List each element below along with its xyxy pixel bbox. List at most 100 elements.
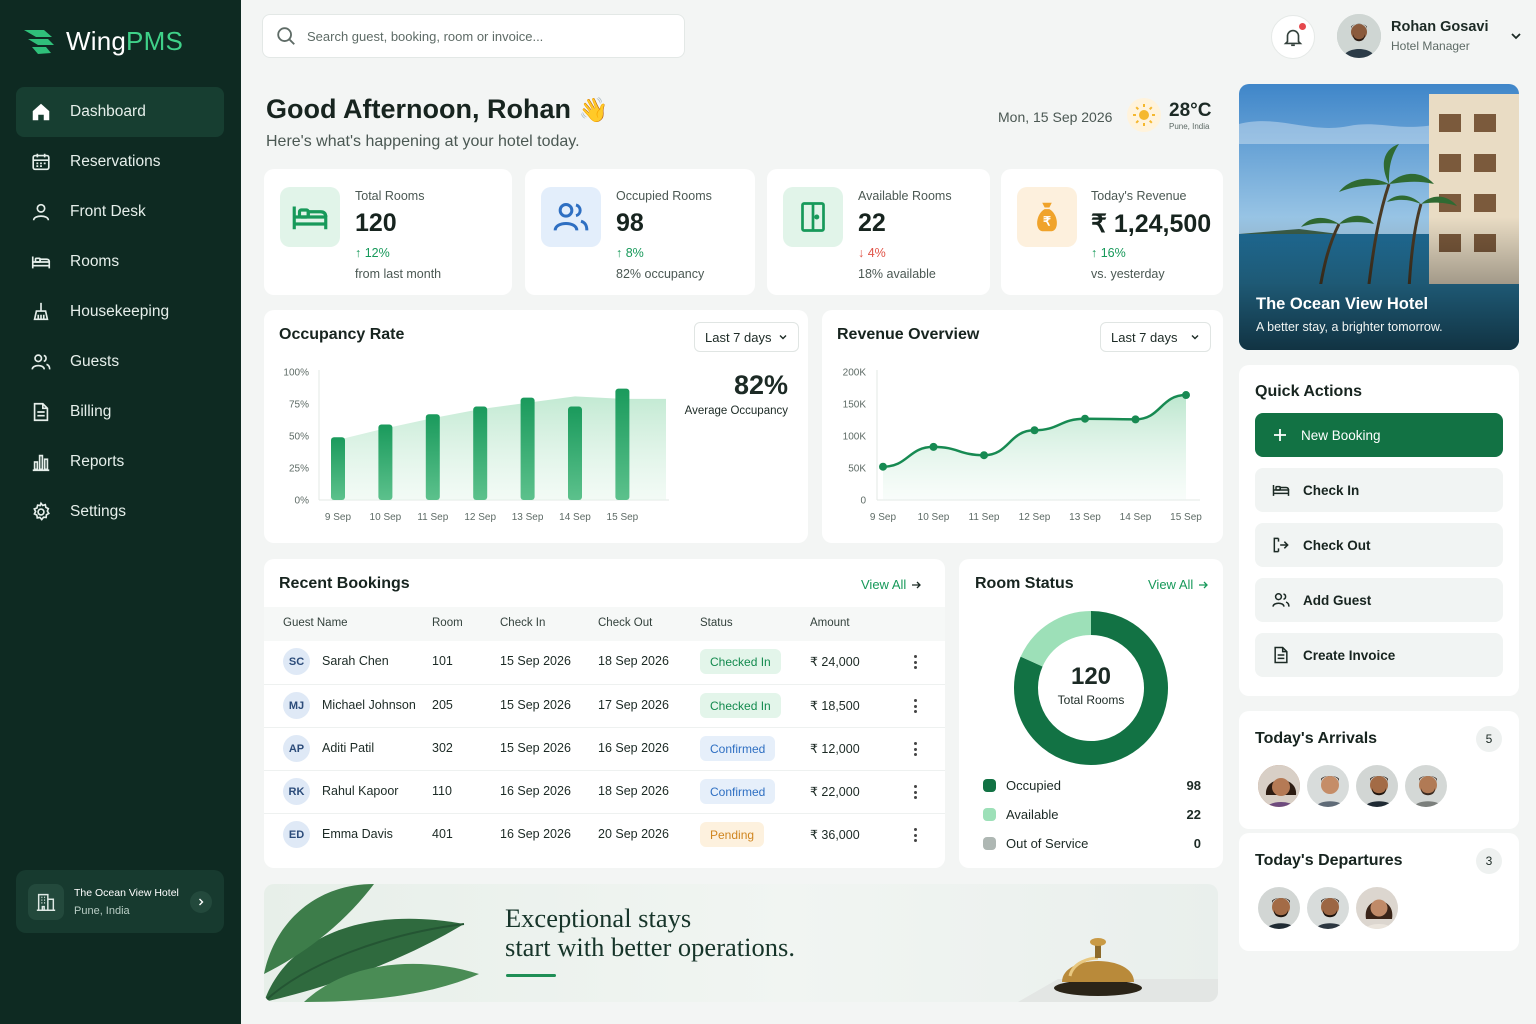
door-icon bbox=[783, 187, 843, 247]
check-out-button[interactable]: Check Out bbox=[1255, 523, 1503, 567]
banner-line-2: start with better operations. bbox=[505, 932, 795, 962]
sidebar-item-settings[interactable]: Settings bbox=[16, 487, 224, 537]
guest-initials: SC bbox=[283, 648, 310, 675]
stat-subtext: 18% available bbox=[858, 267, 936, 281]
sidebar-item-label: Housekeeping bbox=[70, 303, 170, 320]
document-icon bbox=[33, 402, 49, 422]
check-in-button[interactable]: Check In bbox=[1255, 468, 1503, 512]
sidebar-item-billing[interactable]: Billing bbox=[16, 387, 224, 437]
arrow-right-icon bbox=[912, 581, 922, 588]
weather-location: Pune, India bbox=[1169, 121, 1210, 131]
guest-name: Michael Johnson bbox=[322, 698, 416, 712]
more-options-icon[interactable] bbox=[909, 652, 921, 672]
check-in-date: 15 Sep 2026 bbox=[500, 741, 571, 755]
occupancy-title: Occupancy Rate bbox=[279, 326, 405, 343]
svg-text:₹: ₹ bbox=[1043, 215, 1052, 229]
revenue-range-dropdown[interactable]: Last 7 days bbox=[1100, 322, 1211, 352]
room-status-title: Room Status bbox=[975, 575, 1074, 592]
more-options-icon[interactable] bbox=[909, 825, 921, 845]
column-header: Status bbox=[700, 617, 733, 629]
average-occupancy-value: 82% bbox=[733, 370, 788, 400]
search-input[interactable] bbox=[307, 28, 667, 44]
more-options-icon[interactable] bbox=[909, 739, 921, 759]
sidebar-item-reservations[interactable]: Reservations bbox=[16, 137, 224, 187]
y-tick-label: 100K bbox=[843, 432, 867, 443]
sidebar-item-front-desk[interactable]: Front Desk bbox=[16, 187, 224, 237]
banner-text: Exceptional stays start with better oper… bbox=[505, 904, 795, 962]
y-tick-label: 50K bbox=[848, 464, 866, 475]
plus-icon bbox=[1274, 429, 1286, 441]
banner-line-1: Exceptional stays bbox=[505, 903, 692, 933]
sidebar-nav: Dashboard Reservations Front Desk Rooms … bbox=[16, 87, 224, 537]
y-tick-label: 200K bbox=[843, 368, 867, 379]
logo[interactable]: WingPMS bbox=[22, 26, 183, 57]
user-name: Rohan Gosavi bbox=[1391, 19, 1489, 35]
x-tick-label: 10 Sep bbox=[918, 512, 950, 523]
legend-value: 98 bbox=[1186, 778, 1201, 793]
guest-avatar[interactable] bbox=[1256, 763, 1302, 809]
hero-title: The Ocean View Hotel bbox=[1256, 295, 1429, 313]
occupancy-range-dropdown[interactable]: Last 7 days bbox=[694, 322, 799, 352]
user-menu[interactable]: Rohan Gosavi Hotel Manager bbox=[1337, 14, 1523, 58]
guest-avatar[interactable] bbox=[1354, 763, 1400, 809]
hotel-name: The Ocean View Hotel bbox=[74, 886, 179, 899]
check-in-date: 16 Sep 2026 bbox=[500, 827, 571, 841]
sidebar-item-reports[interactable]: Reports bbox=[16, 437, 224, 487]
search-icon bbox=[277, 27, 295, 45]
search-bar[interactable] bbox=[262, 14, 685, 58]
create-invoice-button[interactable]: Create Invoice bbox=[1255, 633, 1503, 677]
more-options-icon[interactable] bbox=[909, 696, 921, 716]
wave-emoji: 👋 bbox=[578, 97, 609, 124]
view-all-rooms-link[interactable]: View All bbox=[1148, 577, 1209, 592]
guest-avatar[interactable] bbox=[1256, 885, 1302, 931]
new-booking-button[interactable]: New Booking bbox=[1255, 413, 1503, 457]
stat-subtext: 82% occupancy bbox=[616, 267, 705, 281]
room-status-panel: Room Status View All 120 Total Rooms bbox=[959, 559, 1223, 868]
hotel-switcher[interactable]: The Ocean View Hotel Pune, India bbox=[16, 870, 224, 933]
revenue-point bbox=[1131, 415, 1140, 424]
departures-count: 3 bbox=[1476, 848, 1502, 874]
stat-card-occupied-rooms: Occupied Rooms 98 ↑ 8% 82% occupancy bbox=[525, 169, 755, 295]
y-tick-label: 25% bbox=[289, 464, 309, 475]
sidebar-item-housekeeping[interactable]: Housekeeping bbox=[16, 287, 224, 337]
y-tick-label: 150K bbox=[843, 400, 867, 411]
room-number: 302 bbox=[432, 741, 453, 755]
view-all-bookings-link[interactable]: View All bbox=[861, 577, 922, 592]
guest-avatar[interactable] bbox=[1305, 763, 1351, 809]
revenue-panel: Revenue Overview Last 7 days 0 50K 100K 150… bbox=[822, 310, 1223, 543]
guest-avatar[interactable] bbox=[1354, 885, 1400, 931]
guest-avatar[interactable] bbox=[1305, 885, 1351, 931]
legend-swatch bbox=[983, 837, 996, 850]
revenue-point bbox=[1182, 391, 1190, 400]
sidebar-item-label: Guests bbox=[70, 353, 120, 370]
check-out-date: 17 Sep 2026 bbox=[598, 698, 669, 712]
guest-avatar[interactable] bbox=[1403, 763, 1449, 809]
sidebar-item-rooms[interactable]: Rooms bbox=[16, 237, 224, 287]
x-tick-label: 11 Sep bbox=[969, 512, 1000, 523]
occupancy-summary: 82% Average Occupancy bbox=[685, 370, 788, 417]
gear-icon bbox=[33, 501, 50, 521]
add-guest-button[interactable]: Add Guest bbox=[1255, 578, 1503, 622]
table-row[interactable]: SC Sarah Chen 101 15 Sep 2026 18 Sep 2026 Che… bbox=[264, 641, 945, 684]
more-options-icon[interactable] bbox=[909, 782, 921, 802]
y-tick-label: 0% bbox=[295, 496, 310, 507]
wing-logo-icon bbox=[24, 29, 54, 54]
avatar bbox=[1337, 14, 1381, 58]
stat-value: 120 bbox=[355, 209, 397, 237]
column-header: Check In bbox=[500, 617, 546, 629]
table-row[interactable]: RK Rahul Kapoor 110 16 Sep 2026 18 Sep 2026 C… bbox=[264, 770, 945, 813]
sidebar-item-dashboard[interactable]: Dashboard bbox=[16, 87, 224, 137]
sidebar-item-guests[interactable]: Guests bbox=[16, 337, 224, 387]
button-label: Check In bbox=[1303, 482, 1360, 498]
table-row[interactable]: MJ Michael Johnson 205 15 Sep 2026 17 Sep 20… bbox=[264, 684, 945, 727]
revenue-point bbox=[980, 451, 988, 460]
arrow-up-icon: ↑ bbox=[616, 246, 626, 260]
hotel-location: Pune, India bbox=[74, 904, 130, 917]
table-row[interactable]: ED Emma Davis 401 16 Sep 2026 20 Sep 2026 Pen… bbox=[264, 813, 945, 856]
stat-card-revenue: ₹ Today's Revenue ₹ 1,24,500 ↑ 16% vs. y… bbox=[1001, 169, 1223, 295]
weather-widget: 28°C Pune, India bbox=[1127, 98, 1211, 132]
occupancy-bar bbox=[615, 388, 630, 500]
bed-icon bbox=[1272, 485, 1290, 496]
table-row[interactable]: AP Aditi Patil 302 15 Sep 2026 16 Sep 2026 Co… bbox=[264, 727, 945, 770]
notifications-button[interactable] bbox=[1271, 15, 1315, 59]
